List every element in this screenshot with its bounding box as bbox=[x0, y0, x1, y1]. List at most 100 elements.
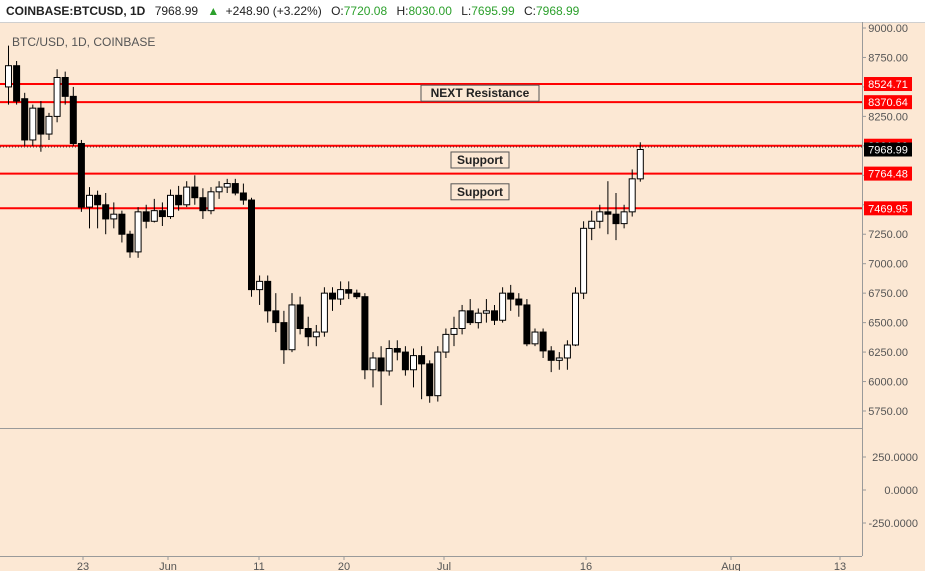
y-tick-label: 6000.00 bbox=[868, 377, 908, 389]
y-tick-label: 8750.00 bbox=[868, 52, 908, 64]
candle-body[interactable] bbox=[256, 280, 264, 291]
level-price-label: 8524.71 bbox=[868, 79, 908, 91]
candle-body[interactable] bbox=[29, 107, 37, 141]
candle-body[interactable] bbox=[231, 183, 239, 194]
candle-body[interactable] bbox=[69, 95, 77, 144]
candle-body[interactable] bbox=[239, 192, 247, 201]
candle-body[interactable] bbox=[377, 357, 385, 372]
candle-body[interactable] bbox=[134, 211, 142, 253]
candle-body[interactable] bbox=[628, 178, 636, 213]
candle-body[interactable] bbox=[110, 213, 118, 220]
candle-body[interactable] bbox=[264, 280, 272, 312]
candle-body[interactable] bbox=[77, 142, 85, 208]
y-tick-label: 8250.00 bbox=[868, 111, 908, 123]
candle-body[interactable] bbox=[434, 351, 442, 397]
candle-body[interactable] bbox=[86, 194, 93, 208]
last-price: 7968.99 bbox=[154, 4, 199, 18]
candle-body[interactable] bbox=[150, 210, 158, 222]
symbol-label[interactable]: COINBASE:BTCUSD, 1D bbox=[6, 4, 146, 18]
candle-body[interactable] bbox=[572, 292, 579, 346]
candle-body[interactable] bbox=[507, 292, 515, 300]
candle-body[interactable] bbox=[37, 107, 45, 135]
candle-body[interactable] bbox=[61, 76, 69, 97]
candle-body[interactable] bbox=[175, 194, 183, 206]
candle-body[interactable] bbox=[474, 312, 482, 324]
candle-body[interactable] bbox=[191, 186, 199, 199]
candle-body[interactable] bbox=[13, 65, 21, 102]
candle-body[interactable] bbox=[515, 298, 523, 306]
candle-body[interactable] bbox=[491, 310, 498, 321]
candle-body[interactable] bbox=[442, 333, 450, 353]
candle-body[interactable] bbox=[604, 211, 612, 215]
candle-body[interactable] bbox=[142, 211, 150, 222]
candle-body[interactable] bbox=[288, 304, 296, 351]
candle-body[interactable] bbox=[450, 328, 458, 335]
candle-body[interactable] bbox=[158, 210, 166, 218]
level-price-tag bbox=[864, 166, 912, 181]
candle-body[interactable] bbox=[401, 351, 409, 371]
candle-body[interactable] bbox=[329, 292, 336, 300]
candle-body[interactable] bbox=[596, 211, 604, 222]
candle-body[interactable] bbox=[272, 310, 280, 324]
candle-body[interactable] bbox=[612, 213, 620, 225]
candle-body[interactable] bbox=[353, 292, 361, 298]
annotation-box[interactable] bbox=[420, 84, 540, 102]
candle-body[interactable] bbox=[588, 220, 596, 229]
candle-body[interactable] bbox=[167, 194, 174, 218]
candle-body[interactable] bbox=[280, 322, 288, 351]
annotation-label: Support bbox=[457, 185, 503, 199]
osc-y-tick-label: 0.0000 bbox=[884, 485, 918, 497]
candle-body[interactable] bbox=[523, 304, 531, 345]
candle-body[interactable] bbox=[547, 350, 555, 361]
candle-body[interactable] bbox=[539, 331, 547, 352]
annotation-box[interactable] bbox=[450, 151, 510, 169]
candle-body[interactable] bbox=[45, 115, 53, 135]
candle-body[interactable] bbox=[499, 292, 507, 321]
candle-body[interactable] bbox=[21, 98, 29, 141]
candle-body[interactable] bbox=[345, 289, 353, 294]
level-price-tag bbox=[864, 95, 912, 110]
candle-body[interactable] bbox=[361, 296, 369, 371]
y-tick-label: 7250.00 bbox=[868, 229, 908, 241]
candle-body[interactable] bbox=[53, 76, 61, 117]
y-tick-label: 6250.00 bbox=[868, 347, 908, 359]
candle-body[interactable] bbox=[636, 148, 644, 180]
candle-body[interactable] bbox=[312, 331, 320, 338]
candle-body[interactable] bbox=[555, 357, 563, 361]
level-price-label: 7469.95 bbox=[868, 203, 908, 215]
candle-body[interactable] bbox=[320, 292, 328, 333]
candle-body[interactable] bbox=[369, 357, 377, 371]
candle-body[interactable] bbox=[531, 331, 539, 345]
annotation-label: Support bbox=[457, 153, 503, 167]
candle-body[interactable] bbox=[223, 183, 231, 188]
candle-body[interactable] bbox=[126, 233, 134, 253]
candle-body[interactable] bbox=[563, 344, 571, 359]
candle-body[interactable] bbox=[385, 348, 393, 372]
candle-body[interactable] bbox=[337, 289, 345, 300]
candle-body[interactable] bbox=[207, 191, 215, 212]
candle-body[interactable] bbox=[466, 310, 474, 324]
candle-body[interactable] bbox=[248, 199, 255, 291]
high-value: 8030.00 bbox=[408, 4, 452, 18]
candle-body[interactable] bbox=[304, 328, 312, 338]
candle-body[interactable] bbox=[5, 65, 12, 88]
candle-body[interactable] bbox=[215, 186, 223, 193]
candle-body[interactable] bbox=[393, 348, 401, 353]
low-value: 7695.99 bbox=[471, 4, 515, 18]
candle-body[interactable] bbox=[482, 310, 490, 314]
candle-body[interactable] bbox=[199, 197, 207, 212]
candle-body[interactable] bbox=[620, 211, 628, 225]
candle-body[interactable] bbox=[102, 204, 110, 220]
candle-body[interactable] bbox=[580, 227, 588, 294]
candle-body[interactable] bbox=[118, 213, 126, 235]
candle-body[interactable] bbox=[426, 363, 434, 397]
candle-body[interactable] bbox=[94, 194, 102, 206]
candle-body[interactable] bbox=[458, 310, 466, 330]
annotation-box[interactable] bbox=[450, 183, 510, 201]
candle-body[interactable] bbox=[410, 355, 417, 371]
candle-body[interactable] bbox=[296, 304, 304, 330]
candle-body[interactable] bbox=[183, 186, 191, 206]
symbol-header: COINBASE:BTCUSD, 1D 7968.99 ▲ +248.90 (+… bbox=[0, 0, 925, 23]
candle-body[interactable] bbox=[418, 355, 426, 365]
